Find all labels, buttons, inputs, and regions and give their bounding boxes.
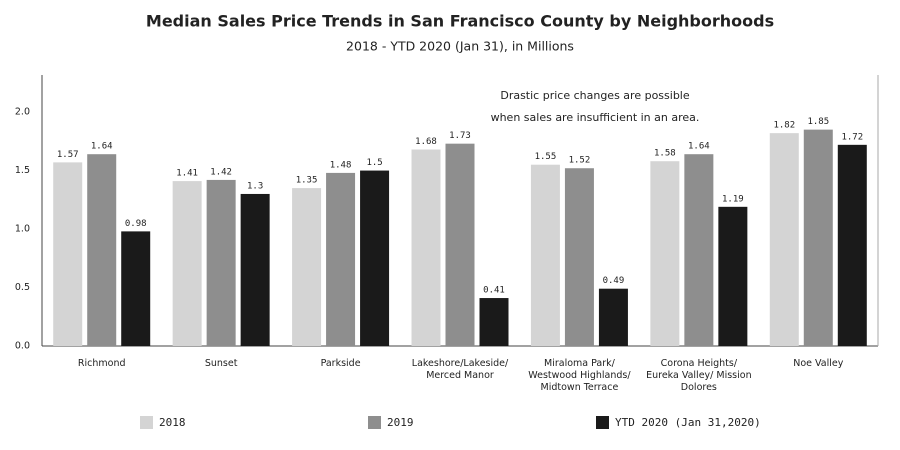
bar — [360, 170, 390, 346]
x-tick-label: Miraloma Park/ Westwood Highlands/ Midto… — [528, 358, 631, 393]
bar — [326, 172, 356, 346]
bar — [292, 188, 322, 346]
annotation: Drastic price changes are possible — [500, 89, 690, 102]
bar — [479, 298, 509, 346]
x-tick-label: Sunset — [204, 358, 238, 369]
data-label: 1.85 — [807, 117, 829, 127]
chart-subtitle: 2018 - YTD 2020 (Jan 31), in Millions — [346, 39, 574, 54]
data-label: 0.41 — [483, 286, 505, 296]
data-label: 1.55 — [535, 152, 557, 162]
legend-label: 2018 — [159, 416, 186, 429]
data-label: 1.41 — [176, 169, 198, 179]
annotation: when sales are insufficient in an area. — [491, 111, 700, 124]
bar — [530, 164, 560, 346]
bar — [445, 143, 475, 346]
bar — [53, 162, 83, 346]
data-label: 1.52 — [569, 156, 591, 166]
data-label: 1.64 — [688, 142, 710, 152]
data-label: 1.5 — [366, 158, 382, 168]
x-tick-label: Richmond — [77, 358, 126, 369]
bar — [803, 129, 833, 346]
legend-label: YTD 2020 (Jan 31,2020) — [615, 416, 761, 429]
data-label: 1.35 — [296, 176, 318, 186]
bar — [121, 231, 151, 346]
data-label: 1.3 — [247, 181, 263, 191]
legend-swatch — [596, 416, 609, 429]
y-tick-label: 1.5 — [15, 165, 30, 176]
data-label: 1.68 — [415, 137, 437, 147]
chart-title: Median Sales Price Trends in San Francis… — [146, 12, 774, 31]
data-label: 1.42 — [210, 167, 232, 177]
bar — [718, 206, 748, 346]
bar — [172, 181, 202, 346]
legend-swatch — [368, 416, 381, 429]
data-label: 1.64 — [91, 142, 113, 152]
bar — [87, 154, 117, 346]
data-label: 1.58 — [654, 149, 676, 159]
data-label: 1.48 — [330, 160, 352, 170]
bar — [564, 168, 594, 346]
data-label: 1.73 — [449, 131, 471, 141]
bar — [240, 193, 270, 346]
data-label: 0.98 — [125, 219, 147, 229]
data-label: 1.19 — [722, 194, 744, 204]
x-tick-label: Parkside — [320, 358, 361, 369]
y-tick-label: 0.0 — [15, 341, 30, 352]
legend-swatch — [140, 416, 153, 429]
bar — [206, 179, 236, 346]
legend-label: 2019 — [387, 416, 414, 429]
bar — [411, 149, 441, 346]
bar — [837, 144, 867, 346]
data-label: 0.49 — [603, 276, 625, 286]
bar — [650, 161, 680, 346]
y-tick-label: 1.0 — [15, 224, 30, 235]
x-tick-label: Noe Valley — [793, 358, 844, 369]
bar — [769, 133, 799, 346]
x-tick-label: Lakeshore/Lakeside/ Merced Manor — [411, 358, 509, 381]
data-label: 1.72 — [841, 132, 863, 142]
data-label: 1.57 — [57, 150, 79, 160]
x-tick-label: Corona Heights/ Eureka Valley/ Mission D… — [646, 358, 752, 393]
y-tick-label: 0.5 — [15, 282, 30, 293]
data-label: 1.82 — [773, 121, 795, 131]
y-tick-label: 2.0 — [15, 107, 30, 118]
bar — [598, 288, 628, 346]
bar — [684, 154, 714, 346]
